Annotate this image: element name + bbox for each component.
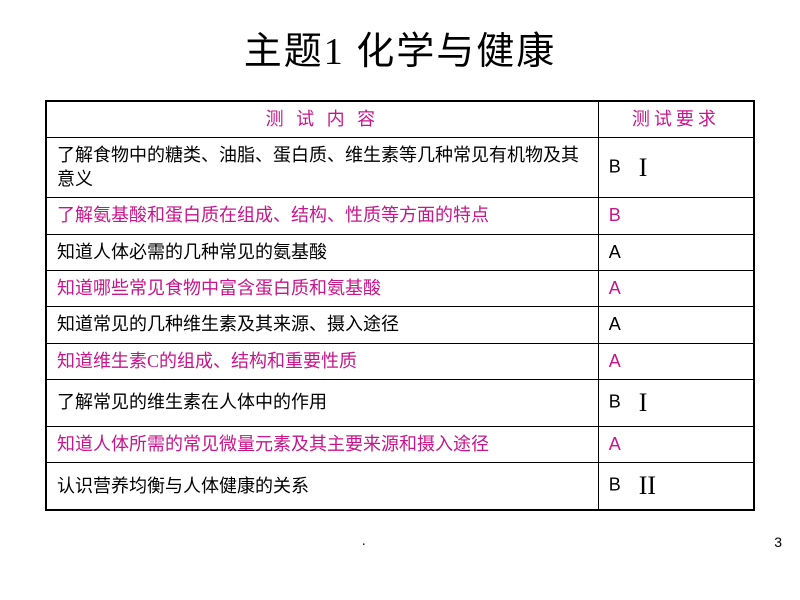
table-row: 了解常见的维生素在人体中的作用BI [46, 380, 754, 427]
row-requirement: A [598, 307, 754, 343]
table-body: 了解食物中的糖类、油脂、蛋白质、维生素等几种常见有机物及其意义BI了解氨基酸和蛋… [46, 138, 754, 510]
decorative-dot: . [362, 534, 366, 550]
req-letter: A [609, 434, 621, 454]
row-requirement: A [598, 426, 754, 462]
req-letter: B [609, 475, 621, 495]
row-content: 认识营养均衡与人体健康的关系 [46, 463, 598, 510]
table-header-row: 测 试 内 容 测试要求 [46, 101, 754, 138]
table-row: 认识营养均衡与人体健康的关系 B II [46, 463, 754, 510]
table-row: 知道人体所需的常见微量元素及其主要来源和摄入途径 A [46, 426, 754, 462]
req-letter: A [609, 278, 621, 298]
row-content: 知道人体必需的几种常见的氨基酸 [46, 234, 598, 270]
row-requirement: A [598, 343, 754, 379]
req-roman: II [639, 471, 656, 500]
row-content: 知道哪些常见食物中富含蛋白质和氨基酸 [46, 270, 598, 306]
header-requirement: 测试要求 [598, 101, 754, 138]
table-row: 了解氨基酸和蛋白质在组成、结构、性质等方面的特点 B [46, 198, 754, 234]
row-requirement: A [598, 270, 754, 306]
row-content: 知道维生素C的组成、结构和重要性质 [46, 343, 598, 379]
req-letter: B [609, 392, 621, 412]
row-requirement: B II [598, 463, 754, 510]
row-content: 知道人体所需的常见微量元素及其主要来源和摄入途径 [46, 426, 598, 462]
row-requirement: B [598, 198, 754, 234]
row-requirement: A [598, 234, 754, 270]
table-row: 知道常见的几种维生素及其来源、摄入途径 A [46, 307, 754, 343]
row-requirement: BI [598, 380, 754, 427]
req-letter: B [609, 205, 621, 225]
table-row: 了解食物中的糖类、油脂、蛋白质、维生素等几种常见有机物及其意义BI [46, 138, 754, 198]
req-letter: A [609, 242, 621, 262]
row-requirement: BI [598, 138, 754, 198]
row-content: 了解食物中的糖类、油脂、蛋白质、维生素等几种常见有机物及其意义 [46, 138, 598, 198]
req-letter: A [609, 351, 621, 371]
req-letter: B [609, 157, 621, 177]
req-roman: I [639, 388, 648, 417]
req-letter: A [609, 314, 621, 334]
row-content: 知道常见的几种维生素及其来源、摄入途径 [46, 307, 598, 343]
content-table: 测 试 内 容 测试要求 了解食物中的糖类、油脂、蛋白质、维生素等几种常见有机物… [45, 100, 755, 511]
header-content: 测 试 内 容 [46, 101, 598, 138]
req-roman: I [639, 153, 648, 182]
row-content: 了解氨基酸和蛋白质在组成、结构、性质等方面的特点 [46, 198, 598, 234]
content-table-wrap: 测 试 内 容 测试要求 了解食物中的糖类、油脂、蛋白质、维生素等几种常见有机物… [45, 100, 755, 511]
page-number: 3 [774, 534, 782, 550]
table-row: 知道维生素C的组成、结构和重要性质 A [46, 343, 754, 379]
row-content: 了解常见的维生素在人体中的作用 [46, 380, 598, 427]
table-row: 知道哪些常见食物中富含蛋白质和氨基酸 A [46, 270, 754, 306]
table-row: 知道人体必需的几种常见的氨基酸 A [46, 234, 754, 270]
page-title: 主题1 化学与健康 [0, 0, 800, 100]
